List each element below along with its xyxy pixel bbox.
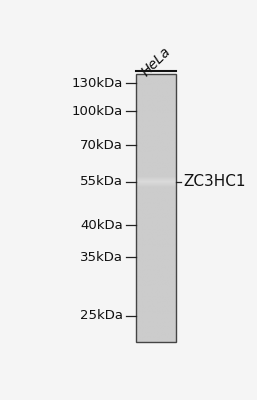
Text: 100kDa: 100kDa [71,105,123,118]
Text: 25kDa: 25kDa [80,310,123,322]
Text: HeLa: HeLa [139,44,174,79]
Text: 55kDa: 55kDa [80,176,123,188]
Text: 40kDa: 40kDa [80,218,123,232]
Text: 70kDa: 70kDa [80,138,123,152]
Text: ZC3HC1: ZC3HC1 [183,174,246,190]
Bar [136,74,176,342]
Text: 35kDa: 35kDa [80,251,123,264]
Text: 130kDa: 130kDa [71,77,123,90]
